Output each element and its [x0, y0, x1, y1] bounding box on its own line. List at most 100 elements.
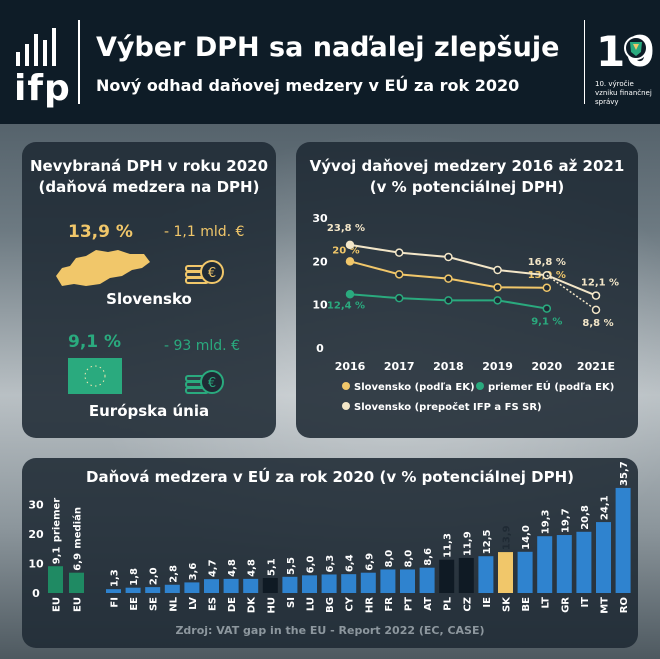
data-label: 16,8 %: [528, 257, 566, 268]
x-tick-label: 2020: [531, 360, 562, 373]
data-point: [345, 257, 355, 266]
eu-series-label: medián: [72, 507, 84, 549]
bar-category-label: HU: [266, 597, 277, 614]
bar: [243, 578, 259, 593]
bar: [498, 552, 513, 593]
bar: [204, 579, 219, 593]
panel-title-line1: Nevybraná DPH v roku 2020: [29, 157, 269, 175]
y-tick-label: 30: [312, 212, 328, 225]
legend-label: Slovensko (podľa EK): [354, 382, 475, 393]
data-point: [542, 283, 552, 293]
y-tick-label: 0: [316, 342, 324, 355]
bar: [184, 582, 200, 593]
svg-text:€: €: [208, 376, 216, 391]
panel-title-line2: (daňová medzera na DPH): [38, 178, 260, 196]
bar: [69, 572, 84, 593]
data-label: 9,1 %: [531, 317, 562, 328]
bar-category-label: FR: [384, 597, 395, 612]
line-chart-panel: Vývoj daňovej medzery 2016 až 2021 (v % …: [296, 142, 638, 438]
bar-value-label: 6,9: [364, 553, 375, 571]
bar-category-label: DK: [247, 596, 258, 613]
svg-text:€: €: [208, 266, 216, 281]
bar-category-label: EU: [52, 597, 63, 612]
bar-chart-panel: Daňová medzera v EÚ za rok 2020 (v % pot…: [22, 458, 638, 648]
y-tick-label: 20: [28, 528, 44, 541]
data-point: [591, 291, 601, 300]
bar-value-label: 19,3: [541, 509, 552, 534]
y-tick-label: 30: [28, 499, 44, 512]
bar-category-label: DE: [227, 597, 238, 612]
bar-value-label: 8,0: [404, 550, 415, 568]
eu-flag-icon: [68, 358, 122, 394]
data-point: [493, 265, 502, 275]
bar-category-label: LU: [306, 597, 317, 611]
logo-text: ifp: [14, 68, 71, 109]
bar-category-label: SK: [502, 596, 513, 612]
sk-label: Slovensko: [106, 290, 192, 308]
y-tick-label: 10: [28, 558, 44, 571]
bar-category-label: FI: [110, 597, 121, 608]
bar-value-label: 11,9: [462, 531, 473, 556]
bar-value-label: 8,6: [423, 548, 434, 566]
anniversary-logo: 10: [592, 22, 654, 106]
bar-value-label: 6,3: [325, 555, 336, 573]
bar: [282, 576, 298, 593]
header-banner: ifp Výber DPH sa naďalej zlepšuje Nový o…: [0, 0, 660, 124]
bar-category-label: CZ: [462, 597, 473, 612]
legend-marker: [342, 402, 350, 410]
bar-category-label: LT: [541, 597, 552, 609]
data-label: 12,4 %: [327, 300, 365, 311]
bar-value-label: 35,7: [619, 461, 630, 486]
bar: [478, 556, 494, 593]
bar-category-label: EU: [73, 597, 84, 612]
bar-category-label: CY: [345, 596, 356, 611]
data-point: [591, 305, 601, 315]
bar: [341, 574, 357, 593]
bar-category-label: GR: [560, 597, 571, 613]
legend-label: Slovensko (prepočet IFP a FS SR): [354, 401, 542, 413]
bar-category-label: IE: [482, 597, 493, 608]
data-point: [493, 296, 502, 305]
bar-value-label: 6,9: [73, 553, 84, 571]
bar-value-label: 13,9: [502, 525, 513, 550]
bar-category-label: IT: [580, 597, 591, 608]
bar-category-label: HR: [364, 597, 375, 613]
bar-value-label: 1,3: [110, 569, 121, 587]
data-point: [394, 293, 404, 303]
bar-value-label: 9,1: [52, 546, 63, 564]
bar-category-label: ES: [208, 597, 219, 611]
bar-category-label: SI: [286, 597, 297, 608]
bar-value-label: 12,5: [482, 529, 493, 554]
x-tick-label: 2021E: [577, 360, 615, 373]
source-note: Zdroj: VAT gap in the EU - Report 2022 (…: [175, 624, 485, 637]
bar-category-label: SE: [149, 597, 160, 611]
data-point: [394, 270, 404, 279]
legend-marker: [342, 382, 350, 390]
bar-value-label: 3,6: [188, 563, 199, 581]
bar: [262, 577, 278, 593]
bar: [360, 572, 376, 593]
bar-category-label: RO: [619, 597, 630, 613]
data-point: [345, 240, 355, 250]
page-subtitle: Nový odhad daňovej medzery v EÚ za rok 2…: [96, 76, 520, 95]
eu-label: Európska únia: [88, 402, 210, 420]
eu-gap-percent: 9,1 %: [68, 332, 122, 352]
x-tick-label: 2018: [433, 360, 464, 373]
anniversary-text: 10. výročie vzniku finančnej správy: [595, 80, 652, 106]
bar: [537, 536, 553, 593]
data-point: [493, 283, 502, 292]
eu-series-label: priemer: [52, 498, 63, 543]
data-point: [345, 290, 355, 299]
bar-value-label: 4,7: [208, 559, 219, 577]
data-point: [542, 304, 552, 313]
data-label: 8,8 %: [582, 318, 613, 329]
y-tick-label: 0: [32, 587, 40, 600]
bar-value-label: 24,1: [600, 495, 611, 520]
bar-category-label: EE: [129, 597, 140, 611]
legend-label: priemer EÚ (podľa EK): [488, 380, 614, 393]
bar-category-label: BG: [325, 597, 336, 613]
eu-gap-amount: - 93 mld. €: [164, 338, 240, 354]
bar-value-label: 8,0: [384, 550, 395, 568]
bar: [419, 567, 435, 593]
